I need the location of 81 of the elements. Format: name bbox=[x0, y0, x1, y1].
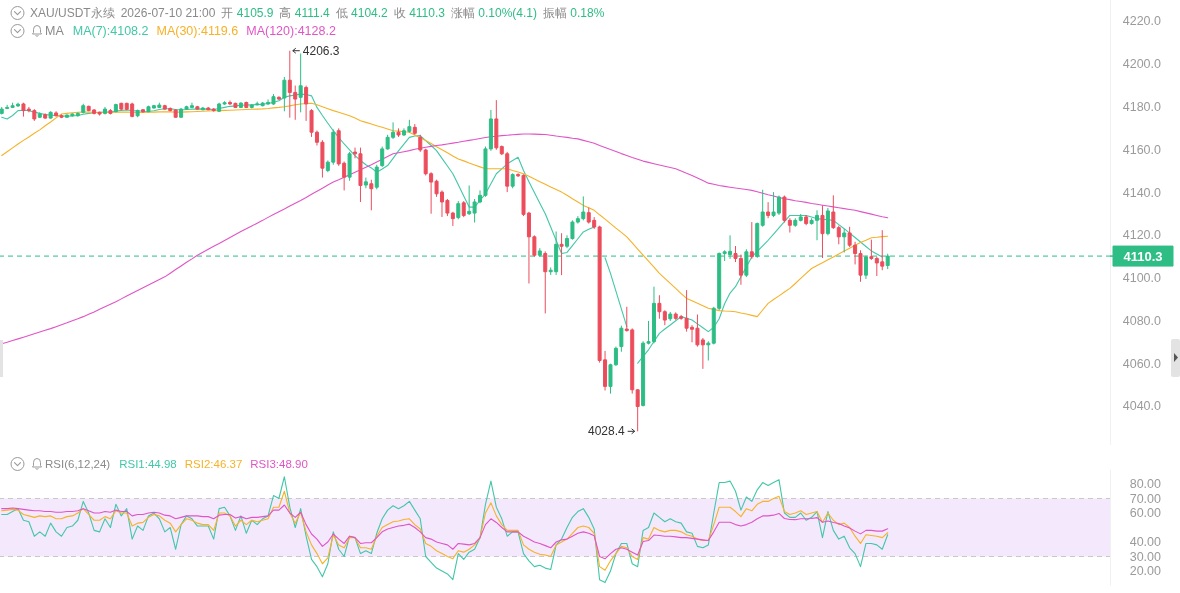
candlestick bbox=[374, 164, 379, 190]
candlestick bbox=[195, 105, 200, 111]
annotation: 4028.4 bbox=[587, 424, 625, 439]
y-tick-label: 4040.0 bbox=[1122, 399, 1162, 414]
candlestick bbox=[831, 194, 836, 230]
candlestick bbox=[119, 102, 124, 111]
candlestick bbox=[668, 311, 673, 322]
candlestick bbox=[635, 388, 640, 432]
candlestick bbox=[418, 134, 423, 153]
candlestick bbox=[276, 95, 281, 101]
candlestick bbox=[141, 108, 146, 114]
candlestick bbox=[842, 228, 847, 253]
candlestick bbox=[347, 151, 352, 182]
candlestick bbox=[793, 217, 798, 228]
candlestick bbox=[412, 123, 417, 136]
candlestick bbox=[456, 200, 461, 220]
y-tick-label: 30.00 bbox=[1129, 549, 1162, 564]
y-tick-label: 4120.0 bbox=[1122, 228, 1162, 243]
annotation: 低 4104.2 bbox=[335, 6, 389, 20]
candlestick bbox=[244, 101, 249, 109]
candlestick bbox=[298, 52, 303, 113]
candlestick bbox=[48, 110, 53, 120]
candlestick bbox=[304, 85, 309, 122]
candlestick bbox=[798, 213, 803, 222]
annotation: 开 4105.9 bbox=[221, 6, 274, 20]
candlestick bbox=[108, 108, 113, 115]
candlestick bbox=[396, 127, 401, 138]
candlestick bbox=[102, 106, 107, 115]
legend: MA MA(7):4108.2 MA(30):4119.6 MA(120):4128.2 bbox=[45, 24, 336, 38]
y-tick-label: 4140.0 bbox=[1122, 185, 1162, 200]
candlestick bbox=[173, 108, 178, 119]
candlestick bbox=[804, 214, 809, 226]
candlestick bbox=[43, 112, 48, 120]
candlestick bbox=[81, 103, 86, 114]
line-series bbox=[1, 490, 889, 571]
candlestick bbox=[200, 106, 205, 111]
y-tick-label: 20.00 bbox=[1129, 564, 1162, 578]
line-series bbox=[1, 504, 889, 560]
legend: RSI(6,12,24) RSI1:44.98 RSI2:46.37 RSI3:48.90 bbox=[45, 458, 308, 470]
candlestick bbox=[37, 111, 42, 119]
candlestick bbox=[760, 189, 765, 228]
y-tick-label: 4080.0 bbox=[1122, 313, 1162, 328]
candlestick bbox=[282, 76, 287, 112]
candlestick bbox=[749, 221, 754, 260]
candlestick bbox=[461, 200, 466, 218]
candlestick bbox=[836, 225, 841, 245]
candlestick bbox=[825, 207, 830, 236]
y-tick-label: 4100.0 bbox=[1122, 271, 1162, 286]
y-tick-label: 4060.0 bbox=[1122, 356, 1162, 371]
candlestick bbox=[238, 101, 243, 109]
candlestick bbox=[706, 340, 711, 361]
candlestick bbox=[211, 107, 216, 113]
line-series bbox=[1, 102, 889, 318]
y-tick-label: 40.00 bbox=[1129, 535, 1162, 549]
text: 2026-07-10 21:00 bbox=[120, 6, 216, 20]
candlestick bbox=[820, 204, 825, 259]
annotation: 涨幅 0.10%(4.1) bbox=[450, 6, 537, 20]
annotation: 4206.3 bbox=[302, 43, 340, 58]
y-tick-label: 4200.0 bbox=[1122, 57, 1162, 72]
candlestick bbox=[135, 109, 140, 118]
candlestick bbox=[510, 172, 515, 189]
candlestick bbox=[494, 99, 499, 151]
candlestick bbox=[543, 250, 548, 314]
text: XAU/USDT永续 bbox=[30, 6, 115, 20]
candlestick bbox=[619, 325, 624, 353]
annotation: 收 4110.3 bbox=[393, 6, 446, 20]
y-tick-label: 60.00 bbox=[1129, 506, 1162, 520]
y-tick-label: 4110.3 bbox=[1123, 248, 1163, 264]
annotation: 振幅 0.18% bbox=[543, 6, 605, 20]
y-tick-label: 4220.0 bbox=[1122, 14, 1162, 29]
y-tick-label: 4160.0 bbox=[1122, 142, 1162, 157]
y-tick-label: 70.00 bbox=[1129, 491, 1162, 506]
candlestick bbox=[363, 177, 368, 189]
line-series bbox=[1, 476, 889, 584]
y-tick-label: 80.00 bbox=[1129, 477, 1162, 491]
candlestick bbox=[206, 106, 211, 111]
candlestick bbox=[766, 201, 771, 219]
candlestick bbox=[369, 179, 374, 211]
y-tick-label: 4180.0 bbox=[1122, 99, 1162, 114]
annotation: 高 4111.4 bbox=[279, 6, 331, 20]
candlestick bbox=[559, 232, 564, 276]
